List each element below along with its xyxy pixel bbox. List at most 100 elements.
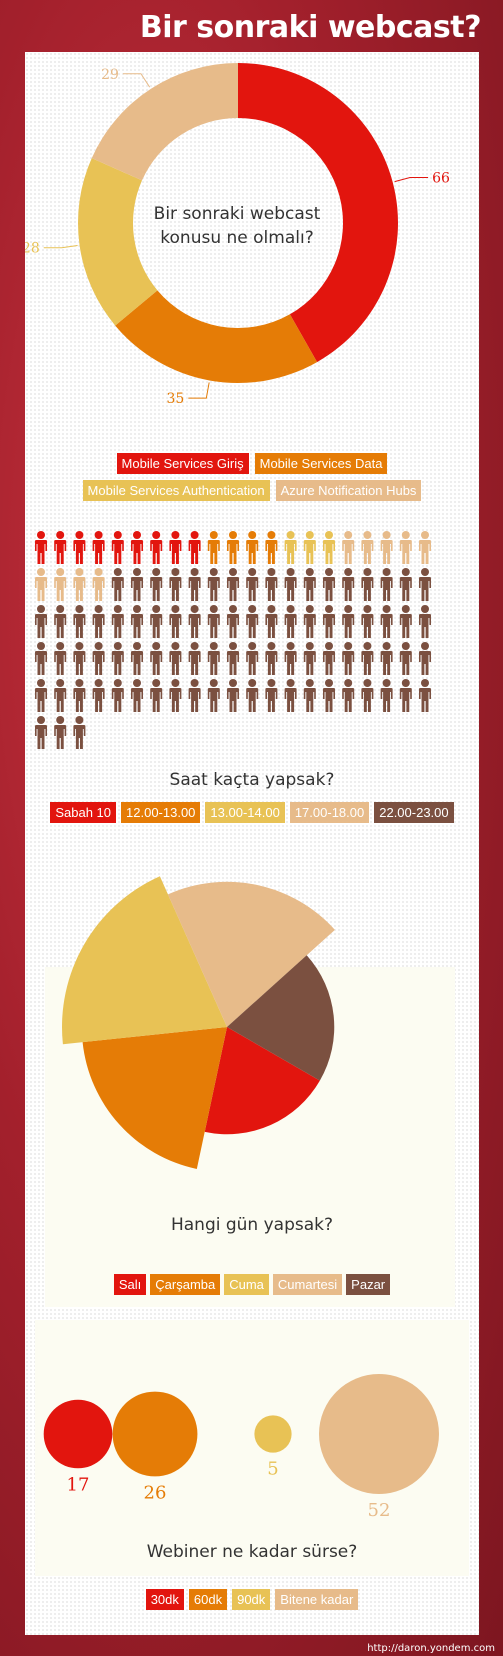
time-pictogram xyxy=(35,531,431,749)
donut-question-line1: Bir sonraki webcast xyxy=(153,204,321,224)
person-icon xyxy=(111,679,124,712)
person-icon xyxy=(73,642,86,675)
donut-leader-3 xyxy=(43,244,78,249)
duration-question: Webiner ne kadar sürse? xyxy=(146,1542,358,1562)
person-icon xyxy=(380,531,393,564)
donut-value-label-3: 28 xyxy=(25,241,40,257)
donut-leader-2 xyxy=(188,382,210,399)
person-icon xyxy=(246,642,259,675)
person-icon xyxy=(35,679,47,712)
person-icon xyxy=(323,642,335,675)
donut-question: Bir sonraki webcast konusu ne olmalı? xyxy=(137,202,337,250)
donut-slice-3 xyxy=(78,158,158,326)
person-icon xyxy=(150,642,163,675)
donut-slice-4 xyxy=(91,63,239,181)
legend-item-day-3: Cuma xyxy=(224,1274,269,1295)
day-question: Hangi gün yapsak? xyxy=(170,1215,334,1235)
donut-leader-1 xyxy=(394,177,429,183)
person-icon xyxy=(342,568,355,601)
duration-value-label-4: 52 xyxy=(368,1500,391,1521)
person-icon xyxy=(207,531,220,564)
person-icon xyxy=(246,568,259,601)
person-icon xyxy=(131,531,143,564)
person-icon xyxy=(111,568,124,601)
person-icon xyxy=(380,605,393,638)
donut-value-label-2: 35 xyxy=(166,391,184,407)
person-icon xyxy=(342,605,355,638)
person-icon xyxy=(169,679,182,712)
legend-item-day-4: Cumartesi xyxy=(272,1274,343,1295)
person-icon xyxy=(54,605,67,638)
person-icon xyxy=(227,531,239,564)
person-icon xyxy=(227,642,239,675)
person-icon xyxy=(303,642,316,675)
day-sector-1 xyxy=(204,1027,320,1135)
person-icon xyxy=(111,531,124,564)
duration-bubble-1 xyxy=(43,1399,113,1469)
donut-value-label-4: 29 xyxy=(101,67,119,83)
legend-item-topic-4: Azure Notification Hubs xyxy=(275,480,422,501)
person-icon xyxy=(323,679,335,712)
person-icon xyxy=(246,679,259,712)
person-icon xyxy=(73,568,86,601)
person-icon xyxy=(54,716,67,749)
legend-item-duration-2: 60dk xyxy=(188,1589,228,1610)
donut-chart: 66 35 28 29 xyxy=(25,63,450,407)
person-icon xyxy=(419,568,431,601)
person-icon xyxy=(131,605,143,638)
legend-item-duration-4: Bitene kadar xyxy=(275,1589,359,1610)
person-icon xyxy=(227,679,239,712)
person-icon xyxy=(111,605,124,638)
person-icon xyxy=(284,531,297,564)
person-icon xyxy=(131,568,143,601)
person-icon xyxy=(169,605,182,638)
person-icon xyxy=(92,531,105,564)
donut-slice-2 xyxy=(115,290,318,383)
legend-item-topic-1: Mobile Services Giriş xyxy=(116,453,249,474)
legend-item-time-2: 12.00-13.00 xyxy=(121,802,201,823)
person-icon xyxy=(419,679,431,712)
legend-item-time-5: 22.00-23.00 xyxy=(374,802,454,823)
time-question: Saat kaçta yapsak? xyxy=(169,770,335,790)
person-icon xyxy=(35,531,47,564)
person-icon xyxy=(207,679,220,712)
person-icon xyxy=(54,568,67,601)
person-icon xyxy=(150,679,163,712)
person-icon xyxy=(323,568,335,601)
time-legend: Sabah 10 12.00-13.00 13.00-14.00 17.00-1… xyxy=(45,802,459,823)
person-icon xyxy=(265,568,278,601)
duration-bubble-3 xyxy=(254,1415,292,1453)
person-icon xyxy=(284,642,297,675)
content-panel: 66 35 28 29 Bir sonraki webcast konusu ne o… xyxy=(25,52,479,1635)
person-icon xyxy=(92,679,105,712)
duration-value-label-1: 17 xyxy=(67,1474,90,1495)
person-icon xyxy=(303,605,316,638)
person-icon xyxy=(73,679,86,712)
donut-slice-1 xyxy=(238,63,398,363)
person-icon xyxy=(73,531,86,564)
footer-link[interactable]: http://daron.yondem.com xyxy=(367,1643,495,1654)
person-icon xyxy=(227,568,239,601)
duration-bubble-4 xyxy=(319,1374,439,1494)
person-icon xyxy=(303,568,316,601)
legend-item-day-2: Çarşamba xyxy=(150,1274,221,1295)
day-sector-2 xyxy=(82,1027,227,1170)
person-icon xyxy=(207,605,220,638)
person-icon xyxy=(265,531,278,564)
person-icon xyxy=(169,531,182,564)
person-icon xyxy=(150,568,163,601)
person-icon xyxy=(399,531,412,564)
legend-item-time-3: 13.00-14.00 xyxy=(205,802,285,823)
duration-value-label-3: 5 xyxy=(267,1459,278,1480)
legend-item-topic-3: Mobile Services Authentication xyxy=(82,480,270,501)
person-icon xyxy=(54,642,67,675)
legend-item-topic-2: Mobile Services Data xyxy=(254,453,388,474)
person-icon xyxy=(188,605,201,638)
legend-item-time-1: Sabah 10 xyxy=(50,802,117,823)
person-icon xyxy=(361,568,374,601)
person-icon xyxy=(380,568,393,601)
donut-leader-4 xyxy=(122,73,151,88)
person-icon xyxy=(169,642,182,675)
person-icon xyxy=(92,568,105,601)
person-icon xyxy=(303,531,316,564)
